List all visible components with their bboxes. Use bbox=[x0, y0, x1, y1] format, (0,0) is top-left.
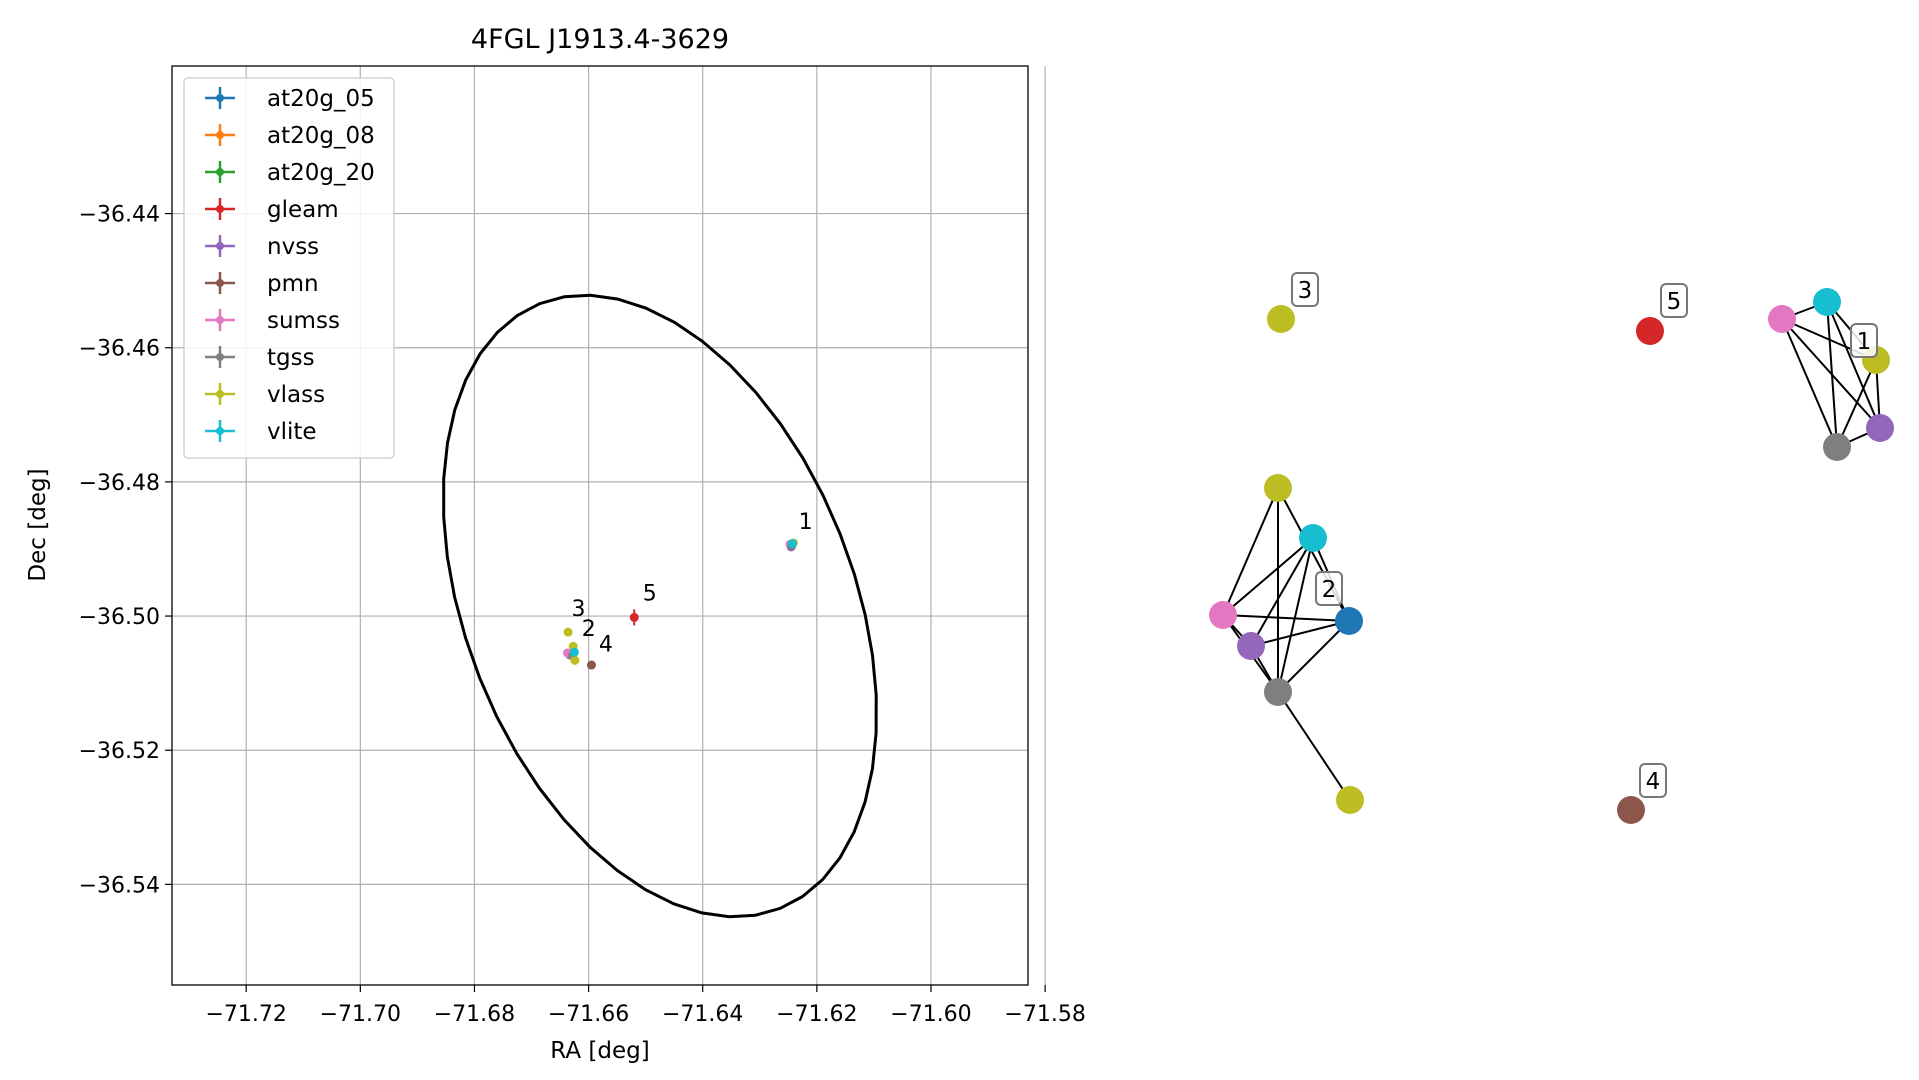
data-point-gleam bbox=[629, 612, 639, 622]
network-edge bbox=[1781, 318, 1838, 448]
legend-marker-dot bbox=[216, 390, 224, 398]
network-edge bbox=[1222, 487, 1279, 616]
legend-box bbox=[183, 77, 395, 459]
legend-label-at20g_05: at20g_05 bbox=[267, 86, 375, 112]
legend-marker-dot bbox=[216, 168, 224, 176]
network-node bbox=[1299, 524, 1327, 552]
x-tick-label: −71.66 bbox=[548, 1002, 629, 1027]
x-tick-label: −71.68 bbox=[434, 1002, 515, 1027]
network-label: 3 bbox=[1298, 278, 1313, 304]
network-label: 1 bbox=[1857, 329, 1872, 355]
network-edge bbox=[1277, 691, 1351, 801]
network-node bbox=[1813, 288, 1841, 316]
network-label-box bbox=[1660, 283, 1688, 318]
data-points-layer bbox=[562, 538, 798, 670]
point-annotations-layer: 1 234 5 bbox=[571, 510, 812, 658]
legend-label-at20g_20: at20g_20 bbox=[267, 160, 375, 186]
network-edge bbox=[1836, 359, 1877, 448]
network-node bbox=[1336, 786, 1364, 814]
legend-marker-dot bbox=[216, 427, 224, 435]
uncertainty-ellipse bbox=[442, 293, 878, 919]
network-edge bbox=[1250, 620, 1350, 647]
legend-marker-dot bbox=[216, 94, 224, 102]
network-node bbox=[1335, 607, 1363, 635]
y-axis-label: Dec [deg] bbox=[25, 468, 51, 581]
data-point-pmn bbox=[586, 660, 596, 670]
data-point-vlass bbox=[570, 655, 580, 665]
x-tick-label: −71.60 bbox=[890, 1002, 971, 1027]
legend-label-nvss: nvss bbox=[267, 234, 319, 260]
point-annotation: 3 bbox=[571, 597, 585, 622]
network-label: 4 bbox=[1646, 769, 1661, 795]
x-tick-label: −71.70 bbox=[320, 1002, 401, 1027]
x-tick-label: −71.72 bbox=[205, 1002, 286, 1027]
network-labels: 1 2 3 4 5 bbox=[1291, 272, 1878, 798]
legend-label-vlass: vlass bbox=[267, 382, 325, 408]
network-node bbox=[1209, 601, 1237, 629]
legend-label-tgss: tgss bbox=[267, 345, 315, 371]
network-edges bbox=[1222, 301, 1881, 801]
network-node bbox=[1617, 796, 1645, 824]
uncertainty-ellipse-layer bbox=[442, 293, 878, 919]
point-annotation: 1 bbox=[799, 510, 813, 535]
x-tick-label: −71.58 bbox=[1004, 1002, 1085, 1027]
network-node bbox=[1237, 632, 1265, 660]
point-annotation: 5 bbox=[643, 582, 657, 607]
legend-marker-dot bbox=[216, 316, 224, 324]
x-axis-ticks: −71.72 −71.70 −71.68 −71.66 −71.64 −71.62 −71.… bbox=[205, 985, 1086, 1027]
network-node bbox=[1823, 433, 1851, 461]
plot-frame bbox=[171, 65, 1029, 986]
y-tick-label: −36.44 bbox=[79, 203, 160, 228]
network-node bbox=[1768, 305, 1796, 333]
network-edge bbox=[1250, 537, 1314, 647]
legend-marker-dot bbox=[216, 131, 224, 139]
network-edge bbox=[1826, 301, 1881, 429]
network-label-box bbox=[1639, 763, 1667, 798]
legend-marker-dot bbox=[216, 353, 224, 361]
data-point-vlite bbox=[787, 539, 797, 549]
network-node bbox=[1866, 414, 1894, 442]
network-label: 5 bbox=[1667, 289, 1682, 315]
network-label-box bbox=[1291, 272, 1319, 307]
network-node bbox=[1267, 305, 1295, 333]
y-tick-label: −36.46 bbox=[79, 337, 160, 362]
network-label: 2 bbox=[1322, 577, 1337, 603]
network-edge bbox=[1222, 614, 1350, 622]
network-node bbox=[1264, 474, 1292, 502]
chart-title: 4FGL J1913.4-3629 bbox=[471, 24, 729, 55]
data-point-vlite bbox=[569, 647, 579, 657]
legend-marker-dot bbox=[216, 279, 224, 287]
x-tick-label: −71.64 bbox=[662, 1002, 743, 1027]
x-tick-label: −71.62 bbox=[776, 1002, 857, 1027]
legend-label-sumss: sumss bbox=[267, 308, 340, 334]
network-edge bbox=[1277, 537, 1314, 693]
legend-marker-dot bbox=[216, 242, 224, 250]
legend-label-at20g_08: at20g_08 bbox=[267, 123, 375, 149]
network-edge bbox=[1222, 537, 1314, 616]
network-label-box bbox=[1850, 323, 1878, 358]
network-graph-panel: 1 2 3 4 5 bbox=[1209, 272, 1894, 824]
data-point-vlass bbox=[563, 627, 573, 637]
y-tick-label: −36.48 bbox=[79, 471, 160, 496]
y-axis-ticks: −36.44 −36.46 −36.48 −36.50 −36.52 −36.54 bbox=[79, 203, 172, 898]
network-node bbox=[1264, 678, 1292, 706]
y-tick-label: −36.50 bbox=[79, 605, 160, 630]
legend-marker-dot bbox=[216, 205, 224, 213]
legend-label-vlite: vlite bbox=[267, 419, 317, 445]
network-node bbox=[1636, 317, 1664, 345]
x-axis-label: RA [deg] bbox=[550, 1038, 649, 1064]
y-tick-label: −36.52 bbox=[79, 739, 160, 764]
network-edge bbox=[1826, 301, 1838, 448]
network-nodes bbox=[1209, 288, 1894, 824]
point-annotation: 4 bbox=[599, 633, 613, 658]
legend-label-gleam: gleam bbox=[267, 197, 339, 223]
network-label-box bbox=[1315, 571, 1343, 606]
network-edge bbox=[1277, 620, 1350, 693]
y-tick-label: −36.54 bbox=[79, 873, 160, 898]
legend-label-pmn: pmn bbox=[267, 271, 319, 297]
point-annotation: 2 bbox=[582, 617, 596, 642]
